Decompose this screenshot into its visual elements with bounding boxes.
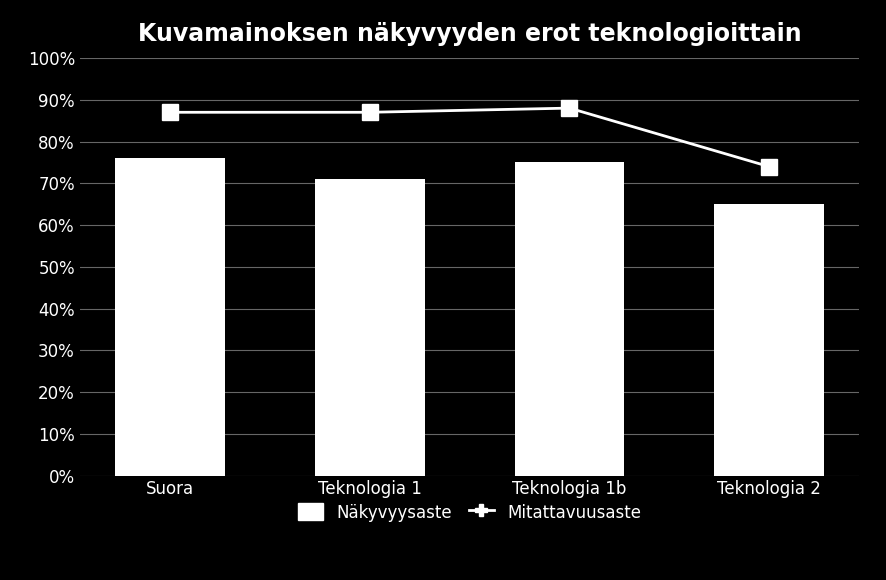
Bar <box>714 204 824 476</box>
Legend: Näkyvyysaste, Mitattavuusaste: Näkyvyysaste, Mitattavuusaste <box>290 495 649 530</box>
Bar <box>315 179 424 476</box>
Title: Kuvamainoksen näkyvyyden erot teknologioittain: Kuvamainoksen näkyvyyden erot teknologio… <box>137 23 802 46</box>
Bar <box>115 158 225 476</box>
Bar <box>515 162 625 476</box>
